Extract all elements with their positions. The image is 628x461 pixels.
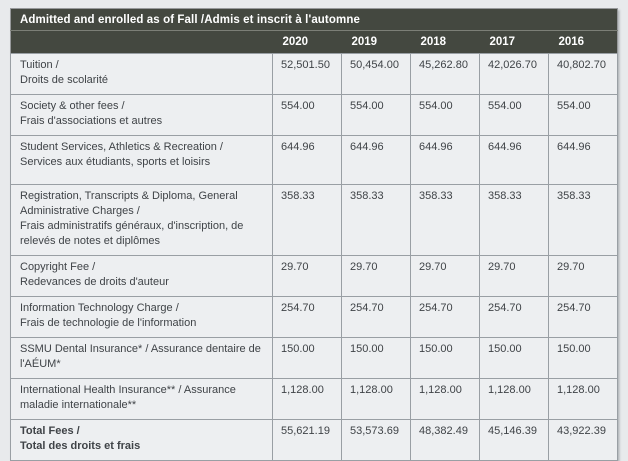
fee-label: Information Technology Charge / Frais de …	[10, 296, 273, 338]
fee-value: 29.70	[410, 255, 480, 297]
fee-value: 554.00	[410, 94, 480, 136]
year-column-header: 2020	[272, 30, 342, 54]
fee-value: 45,262.80	[410, 53, 480, 95]
fee-value: 358.33	[272, 184, 342, 256]
fee-value: 358.33	[479, 184, 549, 256]
fee-value: 358.33	[547, 184, 619, 256]
year-header-row: 2020 2019 2018 2017 2016	[10, 30, 618, 54]
fee-value: 644.96	[547, 135, 619, 185]
table-title-row: Admitted and enrolled as of Fall /Admis …	[10, 8, 618, 31]
fee-value: 554.00	[341, 94, 411, 136]
fee-value: 29.70	[272, 255, 342, 297]
fee-value: 150.00	[547, 337, 619, 379]
fee-value: 358.33	[410, 184, 480, 256]
fee-label: Society & other fees / Frais d'associatio…	[10, 94, 273, 136]
fee-value: 1,128.00	[547, 378, 619, 420]
fee-label: SSMU Dental Insurance* / Assurance denta…	[10, 337, 273, 379]
fee-value: 150.00	[479, 337, 549, 379]
total-row: Total Fees / Total des droits et frais 55,…	[10, 419, 619, 461]
fee-value: 40,802.70	[547, 53, 619, 95]
fees-table-body: Tuition / Droits de scolarité 52,501.50 50,…	[10, 53, 619, 461]
fee-value: 254.70	[410, 296, 480, 338]
fee-value: 1,128.00	[479, 378, 549, 420]
fee-value: 53,573.69	[341, 419, 411, 461]
table-row: International Health Insurance** / Assur…	[10, 378, 619, 420]
fee-value: 358.33	[341, 184, 411, 256]
fee-value: 554.00	[272, 94, 342, 136]
fee-value: 644.96	[479, 135, 549, 185]
fee-value: 29.70	[479, 255, 549, 297]
fee-value: 254.70	[479, 296, 549, 338]
table-row: Student Services, Athletics & Recreation…	[10, 135, 619, 185]
fees-table: Admitted and enrolled as of Fall /Admis …	[10, 8, 619, 461]
fee-value: 29.70	[547, 255, 619, 297]
year-column-header: 2019	[341, 30, 411, 54]
fee-value: 55,621.19	[272, 419, 342, 461]
fee-value: 42,026.70	[479, 53, 549, 95]
fee-label: Student Services, Athletics & Recreation…	[10, 135, 273, 185]
fee-value: 644.96	[272, 135, 342, 185]
table-row: Society & other fees / Frais d'associatio…	[10, 94, 619, 136]
fees-table-container: Admitted and enrolled as of Fall /Admis …	[10, 8, 619, 461]
year-column-header: 2017	[479, 30, 549, 54]
fee-value: 29.70	[341, 255, 411, 297]
fee-value: 52,501.50	[272, 53, 342, 95]
fee-label: Total Fees / Total des droits et frais	[10, 419, 273, 461]
fee-value: 1,128.00	[410, 378, 480, 420]
fee-value: 1,128.00	[341, 378, 411, 420]
fee-label: Registration, Transcripts & Diploma, Gen…	[10, 184, 273, 256]
fee-value: 43,922.39	[547, 419, 619, 461]
table-title: Admitted and enrolled as of Fall /Admis …	[10, 8, 618, 31]
fee-value: 644.96	[410, 135, 480, 185]
fee-value: 150.00	[341, 337, 411, 379]
year-column-header: 2018	[410, 30, 480, 54]
table-row: Information Technology Charge / Frais de …	[10, 296, 619, 338]
table-row: Tuition / Droits de scolarité 52,501.50 50,…	[10, 53, 619, 95]
fee-value: 254.70	[341, 296, 411, 338]
fee-value: 644.96	[341, 135, 411, 185]
label-column-header	[10, 30, 273, 54]
table-row: Copyright Fee / Redevances de droits d'au…	[10, 255, 619, 297]
fee-value: 554.00	[547, 94, 619, 136]
fee-value: 254.70	[547, 296, 619, 338]
year-column-header: 2016	[548, 30, 618, 54]
fee-value: 50,454.00	[341, 53, 411, 95]
fee-value: 150.00	[272, 337, 342, 379]
fee-value: 48,382.49	[410, 419, 480, 461]
fee-label: Copyright Fee / Redevances de droits d'au…	[10, 255, 273, 297]
fee-label: Tuition / Droits de scolarité	[10, 53, 273, 95]
table-row: SSMU Dental Insurance* / Assurance denta…	[10, 337, 619, 379]
fee-value: 554.00	[479, 94, 549, 136]
fee-value: 254.70	[272, 296, 342, 338]
fee-value: 45,146.39	[479, 419, 549, 461]
fee-label: International Health Insurance** / Assur…	[10, 378, 273, 420]
table-row: Registration, Transcripts & Diploma, Gen…	[10, 184, 619, 256]
fee-value: 150.00	[410, 337, 480, 379]
fee-value: 1,128.00	[272, 378, 342, 420]
